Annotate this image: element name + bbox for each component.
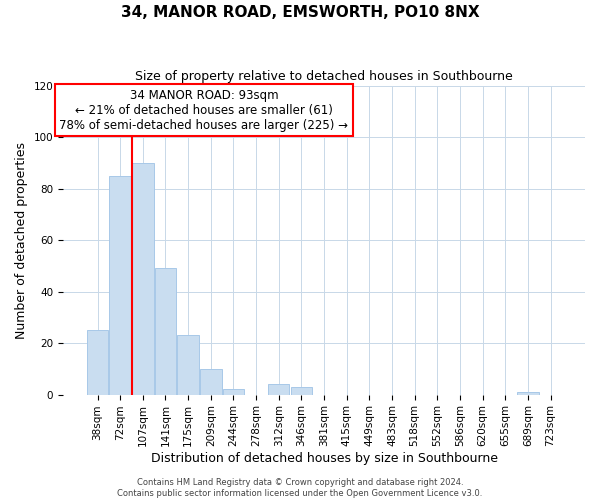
- Bar: [223, 390, 244, 394]
- Bar: [87, 330, 108, 394]
- Title: Size of property relative to detached houses in Southbourne: Size of property relative to detached ho…: [135, 70, 513, 83]
- Bar: [268, 384, 289, 394]
- Text: 34, MANOR ROAD, EMSWORTH, PO10 8NX: 34, MANOR ROAD, EMSWORTH, PO10 8NX: [121, 5, 479, 20]
- X-axis label: Distribution of detached houses by size in Southbourne: Distribution of detached houses by size …: [151, 452, 497, 465]
- Text: Contains HM Land Registry data © Crown copyright and database right 2024.
Contai: Contains HM Land Registry data © Crown c…: [118, 478, 482, 498]
- Bar: [178, 336, 199, 394]
- Bar: [109, 176, 131, 394]
- Bar: [132, 163, 154, 394]
- Y-axis label: Number of detached properties: Number of detached properties: [15, 142, 28, 338]
- Bar: [290, 387, 312, 394]
- Text: 34 MANOR ROAD: 93sqm
← 21% of detached houses are smaller (61)
78% of semi-detac: 34 MANOR ROAD: 93sqm ← 21% of detached h…: [59, 88, 349, 132]
- Bar: [200, 369, 221, 394]
- Bar: [517, 392, 539, 394]
- Bar: [155, 268, 176, 394]
